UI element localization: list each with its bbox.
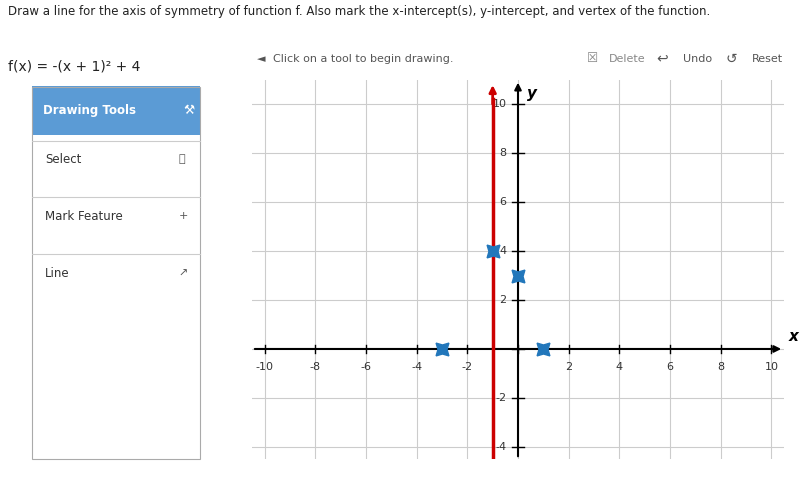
Text: Reset: Reset [752,53,783,64]
Text: -2: -2 [462,362,473,372]
Text: 🔍: 🔍 [179,155,186,165]
Text: 6: 6 [499,197,506,207]
Text: Click on a tool to begin drawing.: Click on a tool to begin drawing. [274,53,454,64]
Text: -10: -10 [256,362,274,372]
Text: ↩: ↩ [656,51,668,66]
Text: x: x [789,329,799,344]
Text: Drawing Tools: Drawing Tools [43,104,136,117]
Text: 4: 4 [616,362,623,372]
Text: y: y [527,86,537,101]
Text: f(x) = -(x + 1)² + 4: f(x) = -(x + 1)² + 4 [8,60,140,74]
Text: 10: 10 [493,99,506,109]
Text: -6: -6 [361,362,371,372]
Text: Undo: Undo [683,53,712,64]
Text: ◄: ◄ [258,53,266,64]
Text: Draw a line for the axis of symmetry of function f. Also mark the x-intercept(s): Draw a line for the axis of symmetry of … [8,5,710,18]
Text: 4: 4 [499,246,506,256]
Text: 8: 8 [499,148,506,158]
Text: Mark Feature: Mark Feature [45,210,122,223]
FancyBboxPatch shape [32,85,201,135]
Text: 2: 2 [565,362,572,372]
Text: ↺: ↺ [726,51,737,66]
Text: ☒: ☒ [587,52,598,65]
Text: 6: 6 [666,362,674,372]
Text: -8: -8 [310,362,321,372]
Text: -4: -4 [411,362,422,372]
Text: ↗: ↗ [179,268,188,278]
Text: ◄: ◄ [209,105,218,115]
Text: 10: 10 [764,362,778,372]
Text: +: + [179,212,188,222]
Text: Select: Select [45,153,82,166]
Text: -2: -2 [495,393,506,403]
Text: ⚒: ⚒ [183,104,194,117]
Text: 2: 2 [499,295,506,305]
Text: -4: -4 [495,442,506,452]
Text: Delete: Delete [609,53,645,64]
Text: 8: 8 [717,362,724,372]
Text: Line: Line [45,267,70,280]
